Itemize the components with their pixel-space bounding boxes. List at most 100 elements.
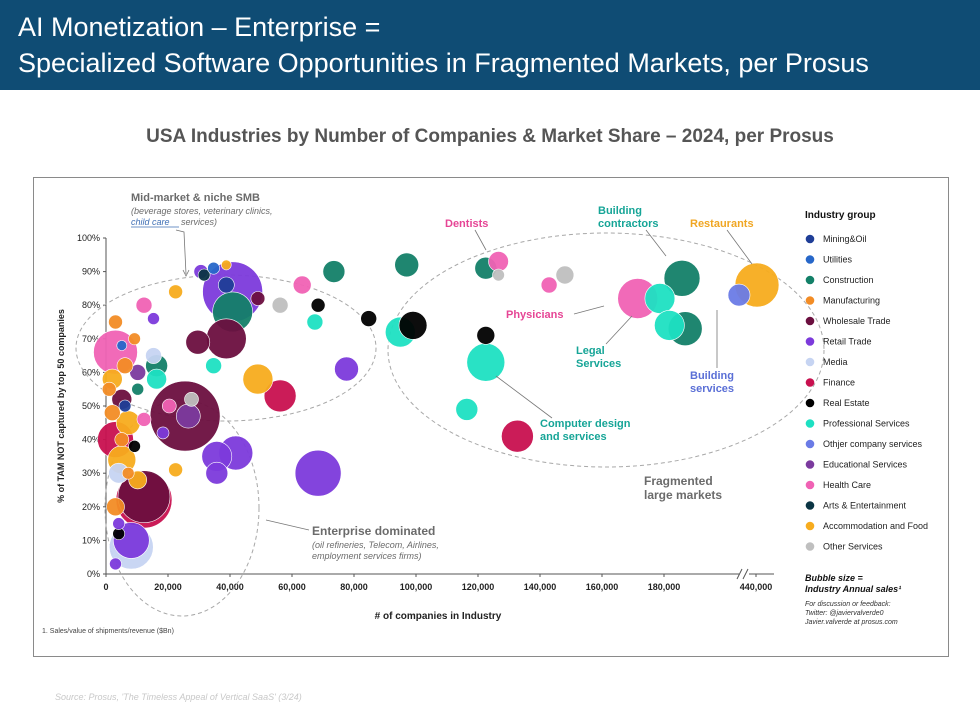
- axis-break-mark: [736, 568, 743, 580]
- axis-break-mark: [742, 568, 749, 580]
- footnote: 1. Sales/value of shipments/revenue ($Bn…: [42, 628, 174, 635]
- bubble: [136, 412, 152, 427]
- bubble: [263, 379, 297, 413]
- legend-label: Mining&Oil: [823, 234, 867, 244]
- legend-marker: [805, 460, 815, 469]
- dentists-label: Dentists: [445, 218, 488, 230]
- physicians-label: Physicians: [506, 309, 563, 321]
- legend-label: Media: [823, 357, 848, 367]
- x-tick-label: 160,000: [586, 582, 619, 592]
- legend-label: Real Estate: [823, 398, 870, 408]
- bubble: [206, 318, 247, 360]
- computer-design-label: Computer design: [540, 418, 631, 430]
- x-tick-label: 40,000: [216, 582, 244, 592]
- bubble: [310, 297, 326, 313]
- legend-label: Construction: [823, 275, 874, 285]
- bubble: [118, 399, 132, 413]
- legend-marker: [805, 480, 815, 490]
- bubble: [104, 404, 121, 421]
- legend-marker: [805, 316, 815, 326]
- bubble: [540, 276, 558, 294]
- y-tick-label: 20%: [82, 502, 100, 512]
- legend-marker: [805, 501, 815, 510]
- x-tick-label: 140,000: [524, 582, 557, 592]
- bubble: [488, 251, 509, 272]
- bubble: [292, 275, 312, 295]
- legend-label: Finance: [823, 378, 855, 388]
- enterprise-subtitle: (oil refineries, Telecom, Airlines,: [312, 540, 439, 550]
- bubble: [205, 461, 229, 485]
- bubble: [218, 276, 235, 294]
- fragmented-title: Fragmented: [644, 474, 713, 488]
- y-tick-label: 100%: [77, 233, 100, 243]
- y-tick-label: 10%: [82, 535, 100, 545]
- bubble: [271, 296, 289, 314]
- legend-label: Arts & Entertainment: [823, 501, 907, 511]
- x-tick-label: 100,000: [400, 582, 433, 592]
- legend-marker: [805, 398, 815, 408]
- bubble-size-note: Industry Annual sales¹: [805, 584, 901, 594]
- bubble: [492, 268, 505, 282]
- midmarket-arrow: [175, 229, 187, 275]
- bubble: [501, 419, 534, 453]
- bubble: [654, 310, 685, 341]
- legal-services-arrow: [605, 315, 633, 345]
- fragmented-title: large markets: [644, 488, 722, 502]
- building-services-label: services: [690, 383, 734, 395]
- bubble: [334, 356, 359, 382]
- bubble: [108, 314, 123, 330]
- y-tick-label: 50%: [82, 401, 100, 411]
- legend-label: Retail Trade: [823, 337, 872, 347]
- y-tick-label: 80%: [82, 300, 100, 310]
- bubble: [168, 462, 183, 478]
- bubble: [555, 265, 575, 285]
- bubble: [294, 449, 342, 497]
- bubble: [156, 426, 170, 440]
- bubble: [128, 439, 141, 453]
- chart-frame: 0% 10% 20% 30% 40% 50% 60% 70% 80% 90% 100% 0 20,000…: [33, 177, 949, 657]
- bubble: [455, 398, 479, 421]
- bubble-size-note: Bubble size =: [805, 573, 864, 583]
- y-tick-label: 40%: [82, 435, 100, 445]
- physicians-arrow: [573, 305, 605, 315]
- x-tick-label: 180,000: [648, 582, 681, 592]
- chart-subtitle: USA Industries by Number of Companies & …: [146, 126, 834, 147]
- legend-marker: [805, 357, 815, 367]
- y-tick-label: 70%: [82, 334, 100, 344]
- computer-design-label: and services: [540, 431, 607, 443]
- midmarket-arrowhead: [182, 269, 190, 277]
- bubble: [114, 432, 130, 447]
- bubble: [398, 311, 428, 340]
- enterprise-region: [104, 399, 260, 617]
- bubble: [128, 332, 141, 346]
- bubble: [663, 260, 701, 297]
- enterprise-arrow: [265, 519, 310, 531]
- legend-label: Other Services: [823, 542, 883, 552]
- bubble: [727, 283, 751, 307]
- legend-marker: [805, 337, 815, 346]
- x-tick-label: 0: [103, 582, 108, 592]
- legal-services-label: Services: [576, 358, 621, 370]
- x-axis-label: # of companies in Industry: [375, 611, 502, 622]
- building-contractors-arrow: [645, 229, 667, 257]
- fragmented-region: [387, 232, 825, 468]
- y-tick-label: 60%: [82, 367, 100, 377]
- legend-marker: [805, 439, 815, 449]
- enterprise-title: Enterprise dominated: [312, 524, 435, 538]
- x-tick-label: 60,000: [278, 582, 306, 592]
- computer-design-arrow: [495, 375, 553, 419]
- bubble: [306, 313, 324, 331]
- header-banner: AI Monetization – Enterprise = Specializ…: [0, 0, 980, 90]
- legend-label: Accommodation and Food: [823, 521, 928, 531]
- restaurants-label: Restaurants: [690, 218, 754, 230]
- bubble: [162, 398, 177, 414]
- bubble: [176, 403, 201, 429]
- bubble: [476, 326, 496, 345]
- midmarket-subtitle: (beverage stores, veterinary clinics,: [131, 206, 273, 216]
- legend-marker: [805, 521, 815, 531]
- header-title-line2: Specialized Software Opportunities in Fr…: [18, 48, 869, 78]
- legend-marker: [805, 542, 815, 551]
- bubble: [197, 268, 211, 282]
- bubble: [242, 363, 274, 395]
- legend-label: Educational Services: [823, 460, 908, 470]
